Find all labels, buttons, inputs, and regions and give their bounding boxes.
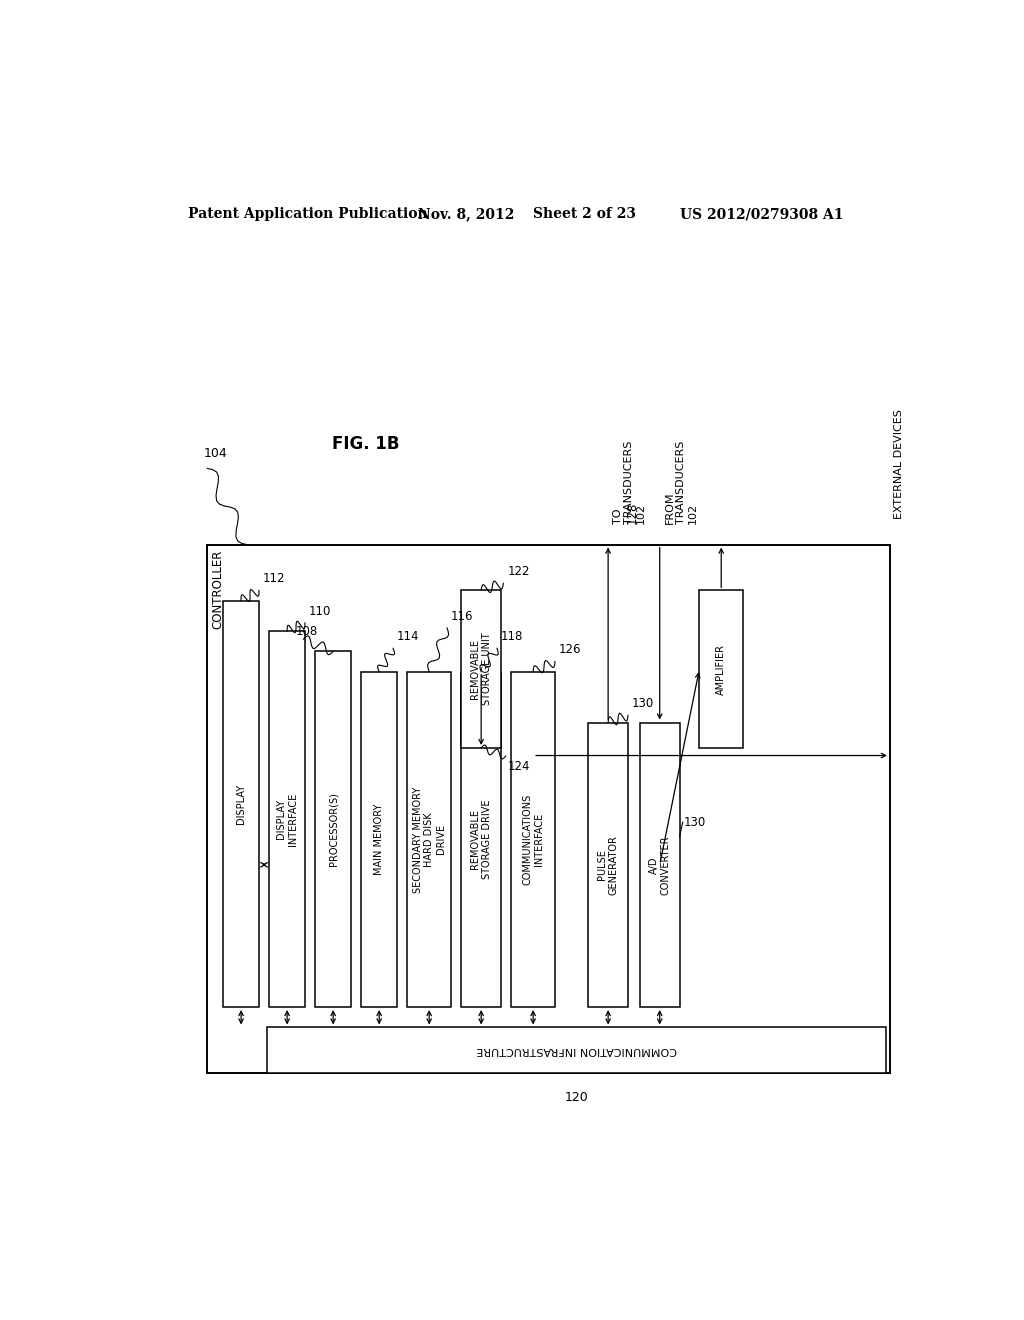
Text: MAIN MEMORY: MAIN MEMORY: [374, 804, 384, 875]
Text: DISPLAY
INTERFACE: DISPLAY INTERFACE: [276, 792, 298, 846]
Text: AMPLIFIER: AMPLIFIER: [716, 644, 726, 694]
Text: DISPLAY: DISPLAY: [237, 784, 246, 824]
Text: COMMUNICATIONS
INTERFACE: COMMUNICATIONS INTERFACE: [522, 793, 544, 884]
Bar: [461, 672, 501, 1007]
Bar: [408, 672, 451, 1007]
Bar: [207, 545, 890, 1073]
Text: REMOVABLE
STORAGE DRIVE: REMOVABLE STORAGE DRIVE: [470, 800, 492, 879]
Text: PULSE
GENERATOR: PULSE GENERATOR: [597, 834, 618, 895]
Text: Patent Application Publication: Patent Application Publication: [187, 207, 427, 222]
Text: FROM
TRANSDUCERS
102: FROM TRANSDUCERS 102: [665, 441, 697, 524]
Text: 120: 120: [564, 1092, 588, 1105]
Text: 128: 128: [626, 502, 639, 524]
Bar: [699, 590, 743, 748]
Text: 126: 126: [559, 643, 582, 656]
Bar: [588, 722, 628, 1007]
Text: 116: 116: [451, 610, 473, 623]
Text: 122: 122: [507, 565, 529, 578]
Text: COMMUNICATION INFRASTRUCTURE: COMMUNICATION INFRASTRUCTURE: [476, 1045, 677, 1055]
Text: US 2012/0279308 A1: US 2012/0279308 A1: [680, 207, 843, 222]
Text: FIG. 1B: FIG. 1B: [333, 436, 399, 453]
Text: REMOVABLE
STORAGE UNIT: REMOVABLE STORAGE UNIT: [470, 632, 492, 705]
Text: 118: 118: [501, 630, 523, 643]
Text: 112: 112: [263, 573, 286, 585]
Text: 110: 110: [309, 605, 332, 618]
Text: 130: 130: [632, 697, 654, 710]
Text: 104: 104: [204, 447, 227, 461]
Bar: [361, 672, 397, 1007]
Text: Nov. 8, 2012: Nov. 8, 2012: [418, 207, 514, 222]
Text: 130: 130: [684, 816, 706, 829]
Text: EXTERNAL DEVICES: EXTERNAL DEVICES: [894, 409, 904, 519]
Text: A/D
CONVERTER: A/D CONVERTER: [649, 836, 671, 895]
Bar: [640, 722, 680, 1007]
Text: CONTROLLER: CONTROLLER: [211, 549, 224, 630]
Bar: [267, 1027, 886, 1073]
Text: SECONDARY MEMORY
HARD DISK
DRIVE: SECONDARY MEMORY HARD DISK DRIVE: [413, 787, 445, 892]
Bar: [223, 601, 259, 1007]
Text: 124: 124: [507, 760, 529, 774]
Bar: [269, 631, 305, 1007]
Text: 108: 108: [296, 626, 317, 638]
Text: Sheet 2 of 23: Sheet 2 of 23: [532, 207, 636, 222]
Text: 114: 114: [397, 630, 420, 643]
Bar: [461, 590, 501, 748]
Text: TO
TRANSDUCERS
102: TO TRANSDUCERS 102: [613, 441, 646, 524]
Bar: [511, 672, 555, 1007]
Bar: [315, 651, 351, 1007]
Text: PROCESSOR(S): PROCESSOR(S): [328, 792, 338, 866]
